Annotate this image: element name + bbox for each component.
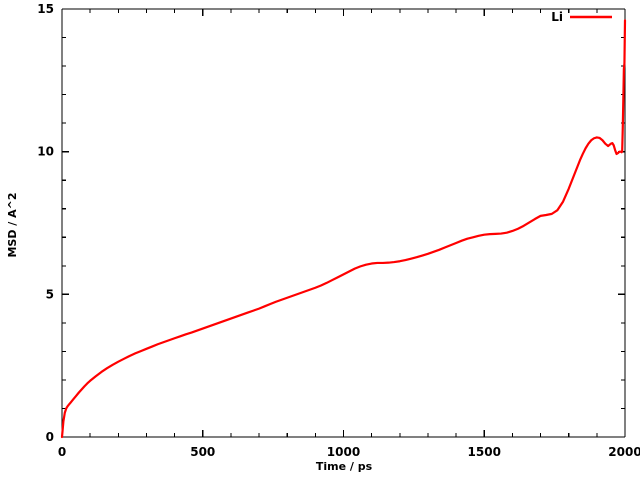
y-axis-title: MSD / A^2 — [6, 192, 19, 257]
x-tick-label: 500 — [190, 445, 215, 459]
y-tick-labels: 0 5 10 15 — [37, 2, 54, 444]
plot-frame — [61, 8, 626, 438]
x-tick-label: 2000 — [608, 445, 640, 459]
legend: Li — [551, 10, 612, 24]
x-tick-label: 1000 — [327, 445, 360, 459]
x-axis-title: Time / ps — [316, 460, 373, 473]
series-group — [60, 19, 627, 439]
y-tick-label: 10 — [37, 145, 54, 159]
x-tick-labels: 0 500 1000 1500 2000 — [58, 445, 640, 459]
y-axis-ticks — [62, 8, 625, 438]
y-tick-label: 15 — [37, 2, 54, 16]
y-tick-label: 0 — [46, 430, 54, 444]
y-tick-label: 5 — [46, 287, 54, 301]
x-axis-ticks — [61, 9, 626, 437]
x-tick-label: 0 — [58, 445, 66, 459]
series-line-li — [60, 19, 627, 439]
legend-label-li: Li — [551, 10, 563, 24]
x-tick-label: 1500 — [468, 445, 501, 459]
